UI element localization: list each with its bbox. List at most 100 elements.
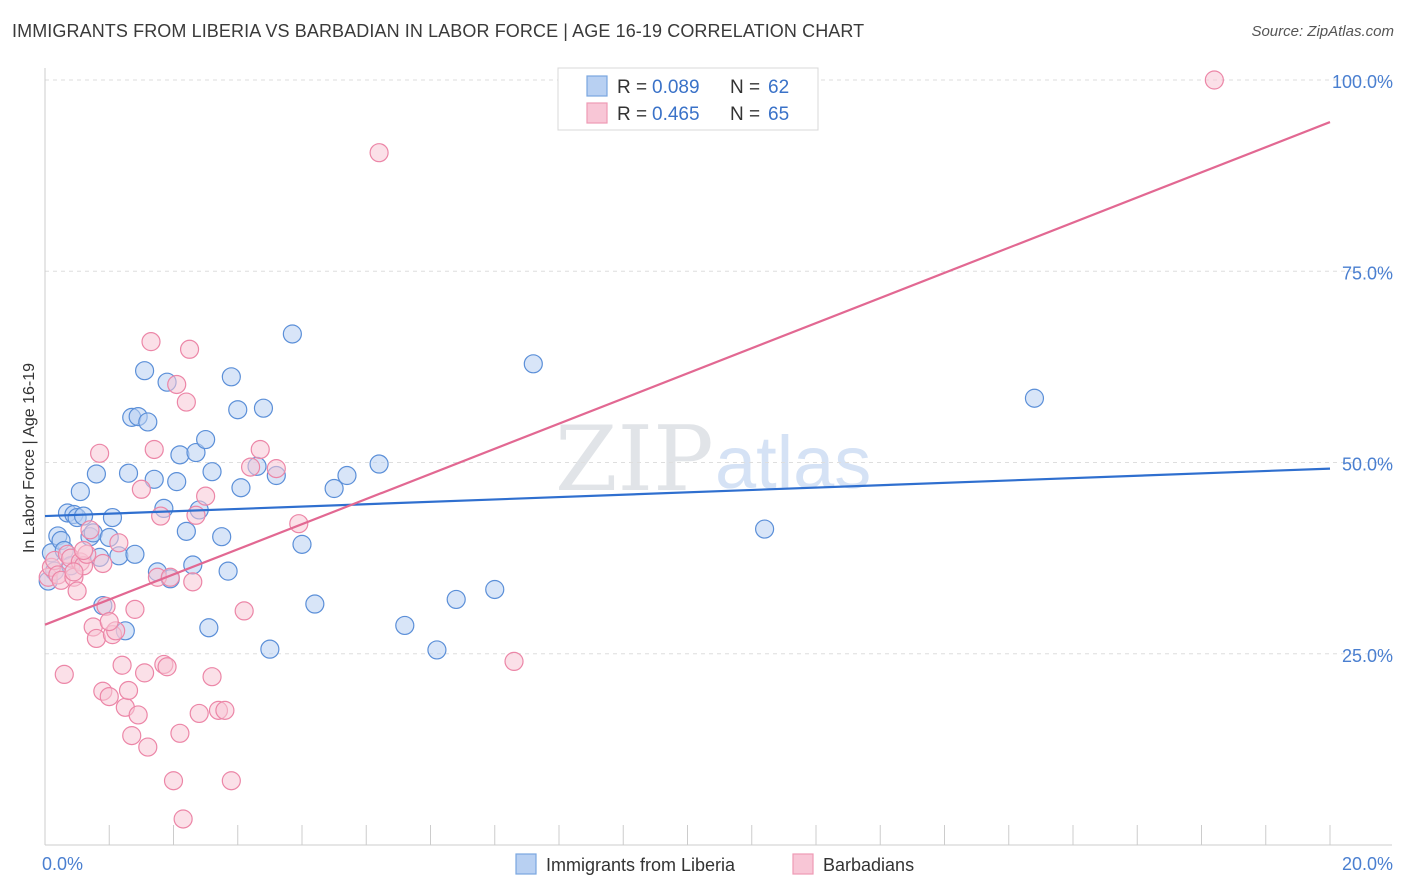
- axes: [44, 68, 1392, 846]
- bottom-legend-label-liberia: Immigrants from Liberia: [546, 855, 736, 875]
- legend-box: R = 0.089 N = 62 R = 0.465 N = 65: [557, 67, 819, 131]
- x-tick-label-0: 0.0%: [42, 854, 83, 874]
- trend-line-barbadians: [44, 121, 1331, 626]
- barbadians-point: [112, 655, 132, 675]
- liberia-point: [485, 579, 505, 600]
- liberia-point: [102, 507, 123, 528]
- liberia-point: [337, 465, 357, 486]
- barbadians-point: [167, 374, 187, 395]
- barbadians-point: [157, 657, 177, 677]
- liberia-point: [754, 519, 775, 539]
- liberia-point: [196, 429, 216, 450]
- y-tick-label-2: 75.0%: [1342, 263, 1393, 283]
- barbadians-point: [144, 439, 164, 460]
- barbadians-point: [90, 443, 110, 463]
- liberia-point: [221, 367, 241, 387]
- trend-lines: [44, 121, 1331, 626]
- liberia-point: [134, 361, 155, 381]
- liberia-point: [231, 478, 251, 498]
- legend-n-value-liberia: 62: [768, 77, 789, 98]
- legend-r-value-barbadians: 0.465: [652, 104, 700, 125]
- y-tick-label-0: 25.0%: [1342, 646, 1393, 666]
- barbadians-point: [131, 479, 151, 499]
- barbadians-point: [1204, 70, 1224, 90]
- legend-n-label-barbadians: N =: [730, 104, 760, 125]
- barbadians-point: [250, 439, 270, 460]
- barbadians-point: [504, 651, 524, 672]
- barbadians-point: [54, 664, 74, 685]
- liberia-point: [70, 481, 90, 502]
- y-axis-label: In Labor Force | Age 16-19: [21, 363, 38, 553]
- barbadians-point: [138, 737, 158, 757]
- bottom-legend-label-barbadians: Barbadians: [823, 855, 914, 875]
- liberia-point: [523, 354, 543, 374]
- barbadians-point: [215, 700, 235, 720]
- liberia-point: [395, 615, 415, 636]
- barbadians-point: [141, 332, 161, 352]
- legend-swatch-barbadians: [586, 102, 608, 124]
- barbadians-point: [151, 506, 171, 526]
- legend-r-value-liberia: 0.089: [652, 77, 700, 98]
- liberia-point: [176, 521, 196, 541]
- barbadians-point: [173, 809, 193, 829]
- barbadians-point: [221, 771, 241, 791]
- chart-title: IMMIGRANTS FROM LIBERIA VS BARBADIAN IN …: [12, 21, 865, 41]
- liberia-point: [1024, 388, 1045, 408]
- liberia-point: [199, 618, 219, 638]
- liberia-point: [186, 442, 206, 463]
- barbadians-point: [202, 667, 222, 687]
- source-credit: Source: ZipAtlas.com: [1251, 23, 1394, 40]
- barbadians-point: [170, 723, 190, 743]
- liberia-point: [228, 400, 248, 420]
- liberia-point: [446, 589, 466, 610]
- liberia-point: [118, 463, 139, 483]
- series-barbadians-points: [38, 70, 1224, 829]
- barbadians-point: [122, 726, 142, 746]
- liberia-point: [369, 454, 389, 474]
- bottom-legend: Immigrants from Liberia Barbadians: [515, 853, 914, 875]
- barbadians-point: [179, 339, 200, 359]
- legend-r-label-liberia: R =: [617, 77, 647, 98]
- gridlines: [45, 79, 1392, 655]
- barbadians-point: [80, 520, 100, 540]
- liberia-point: [167, 472, 187, 492]
- barbadians-point: [241, 457, 261, 477]
- barbadians-point: [99, 686, 119, 707]
- bottom-legend-swatch-barbadians: [792, 853, 814, 875]
- liberia-point: [260, 639, 280, 659]
- barbadians-point: [369, 143, 389, 163]
- barbadians-point: [186, 505, 206, 525]
- barbadians-point: [134, 663, 155, 683]
- barbadians-point: [234, 601, 254, 621]
- series-liberia-points: [38, 324, 1045, 660]
- barbadians-point: [128, 705, 148, 725]
- legend-n-value-barbadians: 65: [768, 104, 789, 125]
- liberia-point: [427, 640, 447, 660]
- liberia-point: [324, 478, 344, 499]
- liberia-point: [305, 594, 325, 614]
- x-tick-label-1: 20.0%: [1342, 854, 1393, 874]
- barbadians-point: [64, 562, 84, 582]
- barbadians-point: [118, 680, 139, 701]
- barbadians-point: [93, 553, 113, 574]
- barbadians-point: [86, 628, 107, 649]
- liberia-point: [218, 561, 238, 581]
- liberia-point: [144, 469, 164, 489]
- barbadians-point: [125, 599, 145, 619]
- barbadians-point: [163, 771, 184, 791]
- liberia-point: [86, 464, 107, 484]
- barbadians-point: [73, 540, 94, 561]
- barbadians-point: [189, 703, 209, 724]
- liberia-point: [282, 324, 302, 344]
- liberia-point: [170, 445, 190, 465]
- y-tick-label-1: 50.0%: [1342, 455, 1393, 475]
- barbadians-point: [109, 533, 129, 553]
- liberia-point: [253, 398, 274, 418]
- barbadians-point: [67, 581, 87, 601]
- bottom-legend-swatch-liberia: [515, 853, 537, 875]
- barbadians-point: [266, 459, 286, 479]
- legend-swatch-liberia: [586, 75, 608, 97]
- y-tick-label-3: 100.0%: [1332, 72, 1393, 92]
- barbadians-point: [176, 392, 196, 412]
